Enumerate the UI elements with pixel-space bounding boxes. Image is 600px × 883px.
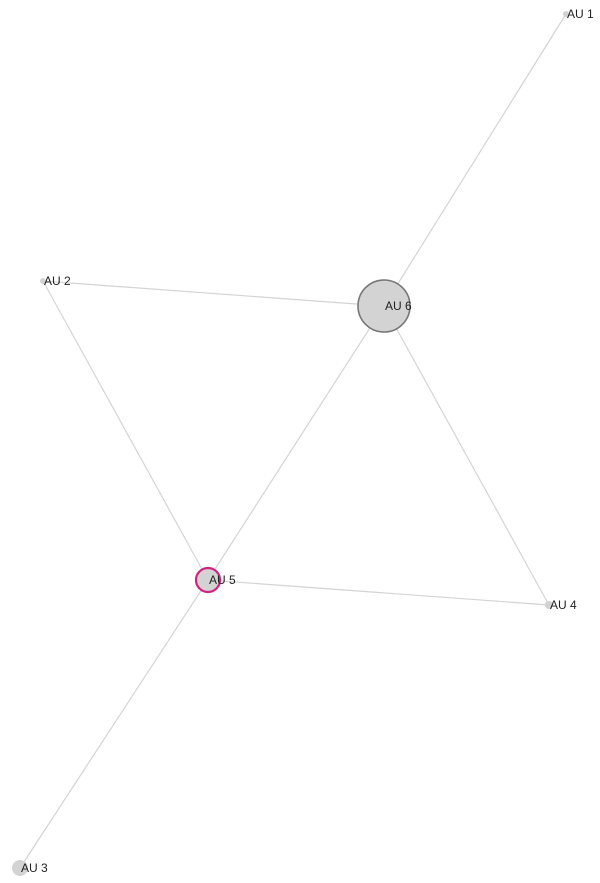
edge bbox=[383, 13, 567, 307]
edge bbox=[207, 305, 385, 581]
node-label: AU 1 bbox=[567, 7, 594, 21]
edge bbox=[42, 280, 385, 307]
edge bbox=[19, 579, 209, 869]
node-label: AU 2 bbox=[44, 274, 71, 288]
edge bbox=[383, 305, 550, 606]
node-label: AU 6 bbox=[385, 299, 412, 313]
node bbox=[357, 279, 411, 333]
edge bbox=[42, 280, 209, 581]
node bbox=[545, 601, 553, 609]
node bbox=[12, 860, 28, 876]
node bbox=[563, 11, 569, 17]
node bbox=[40, 278, 46, 284]
node-label: AU 3 bbox=[21, 861, 48, 875]
node-label: AU 4 bbox=[550, 598, 577, 612]
nodes: AU 1 AU 2 AU 3 AU 4 AU 5 AU 6 bbox=[12, 7, 594, 876]
node bbox=[194, 566, 222, 594]
node-label: AU 5 bbox=[209, 573, 236, 587]
edge bbox=[207, 579, 550, 606]
edges bbox=[19, 13, 567, 869]
